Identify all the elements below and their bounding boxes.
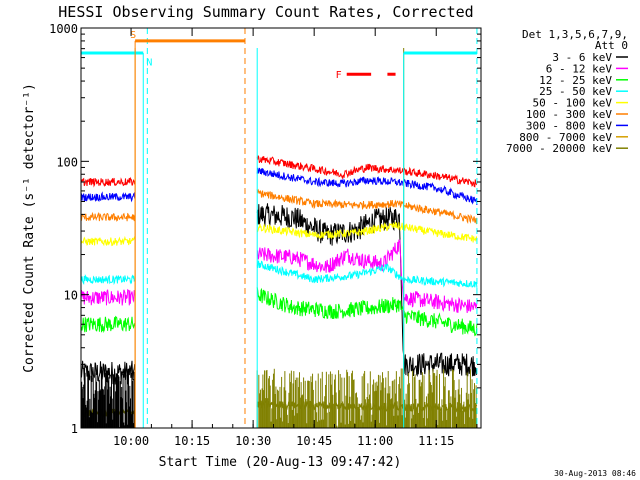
chart-title: HESSI Observing Summary Count Rates, Cor…	[58, 3, 473, 21]
olive-spikes	[256, 368, 478, 428]
x-tick-label: 10:30	[235, 434, 271, 448]
series-segment-1	[80, 211, 136, 222]
x-tick-label: 11:00	[357, 434, 393, 448]
series-segment-2	[256, 287, 478, 337]
x-tick-label: 10:45	[296, 434, 332, 448]
data-layer: S N F	[80, 28, 478, 428]
annotation-f: F	[336, 70, 342, 81]
series-segment-1	[80, 274, 136, 286]
series-segment-2	[256, 260, 478, 288]
series-segment-1	[80, 176, 136, 188]
legend-label: 25 - 50 keV	[539, 85, 612, 98]
axes-layer: 10:00 10:15 10:30 10:45 11:00 11:15 1 10 100 1000	[49, 22, 481, 448]
legend-label: 50 - 100 keV	[533, 97, 613, 110]
series-segment-1	[80, 360, 136, 385]
series-segment-2	[256, 221, 478, 243]
x-tick-label: 10:15	[174, 434, 210, 448]
legend-label: 800 - 7000 keV	[519, 131, 612, 144]
series-segment-2	[256, 188, 478, 225]
x-tick-label: 11:15	[418, 434, 454, 448]
series-segment-2	[257, 239, 478, 314]
series-segment-2	[256, 155, 478, 188]
y-tick-label: 10	[64, 289, 78, 303]
series-segment-2	[256, 167, 478, 206]
series-segment-1	[80, 235, 136, 247]
legend-label: 6 - 12 keV	[546, 62, 613, 75]
black-spikes	[80, 370, 136, 428]
legend-label: 12 - 25 keV	[539, 74, 612, 87]
series-unlabeled-red	[80, 155, 478, 188]
y-tick-label: 100	[56, 155, 78, 169]
series-segment-1	[80, 288, 136, 306]
series-6-12-kev	[80, 239, 478, 314]
legend-label: 7000 - 20000 keV	[506, 142, 612, 155]
series-12-25-kev	[80, 287, 478, 337]
series-segment-1	[80, 315, 136, 334]
y-tick-label: 1000	[49, 22, 78, 36]
series-300-800-kev	[80, 167, 478, 206]
plot-frame	[80, 27, 482, 429]
series-50-100-kev	[80, 221, 478, 247]
x-tick-label: 10:00	[113, 434, 149, 448]
y-axis-label-text: Corrected Count Rate (s⁻¹ detector⁻¹)	[22, 83, 37, 373]
legend-header: Det 1,3,5,6,7,9,	[522, 28, 628, 41]
y-axis-label: Corrected Count Rate (s⁻¹ detector⁻¹)	[22, 83, 37, 373]
legend-label: 3 - 6 keV	[552, 51, 612, 64]
annotation-n: N	[146, 58, 152, 69]
series-3-6-kev	[80, 203, 478, 385]
timestamp: 30-Aug-2013 08:46	[554, 469, 636, 478]
series-25-50-kev	[80, 260, 478, 288]
series-segment-2	[256, 203, 478, 377]
y-tick-label: 1	[71, 422, 78, 436]
legend-label: 100 - 300 keV	[526, 108, 612, 121]
annotation-s: S	[130, 30, 136, 41]
x-axis-label: Start Time (20-Aug-13 09:47:42)	[159, 455, 402, 470]
legend-label: 300 - 800 keV	[526, 119, 612, 132]
series-100-300-kev	[80, 188, 478, 225]
legend-header: Att 0	[595, 39, 628, 52]
series-segment-1	[80, 191, 136, 203]
